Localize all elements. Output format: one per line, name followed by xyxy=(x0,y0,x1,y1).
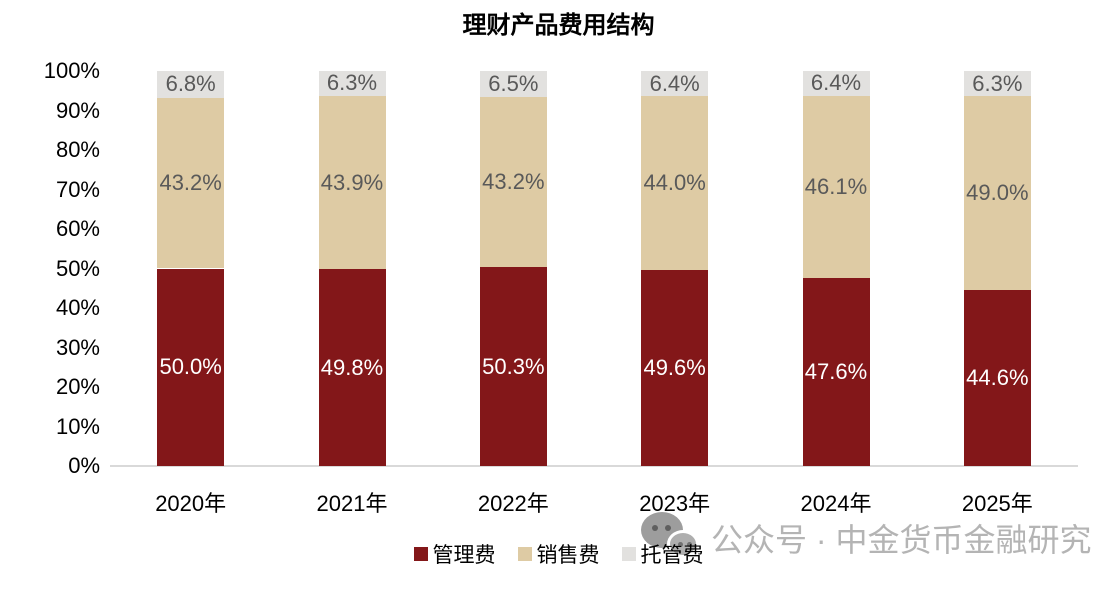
legend-label: 管理费 xyxy=(432,544,496,567)
segment-label: 6.3% xyxy=(326,70,378,96)
segment-label: 49.8% xyxy=(320,354,384,380)
y-tick-label: 90% xyxy=(55,97,100,123)
segment-label: 50.3% xyxy=(482,353,545,379)
bar-segment-custody-fee xyxy=(641,71,709,97)
y-tick-label: 10% xyxy=(55,413,100,439)
bar-segment-sales-fee xyxy=(802,95,870,278)
segment-label: 47.6% xyxy=(804,358,868,384)
segment-label: 43.2% xyxy=(159,170,222,196)
y-tick-label: 100% xyxy=(43,58,100,83)
bar-segment-sales-fee xyxy=(963,96,1031,290)
bar-segment-management-fee xyxy=(963,289,1031,466)
legend: 管理费 销售费 托管费 xyxy=(0,539,1117,569)
bar-segment-sales-fee xyxy=(641,96,709,271)
x-axis-label: 2023年 xyxy=(639,491,711,516)
segment-label: 44.6% xyxy=(966,364,1029,390)
y-tick-label: 50% xyxy=(55,255,100,281)
x-axis-label: 2021年 xyxy=(316,491,388,516)
x-axis-label: 2020年 xyxy=(155,491,227,516)
legend-swatch xyxy=(621,547,636,561)
legend-label: 托管费 xyxy=(640,544,704,567)
segment-label: 46.1% xyxy=(804,173,868,199)
bar-segment-sales-fee xyxy=(157,97,225,269)
legend-item-sales-fee: 销售费 xyxy=(517,539,600,569)
legend-swatch xyxy=(413,547,428,561)
segment-label: 43.2% xyxy=(482,168,545,194)
wechat-icon xyxy=(641,512,701,568)
bar-segment-custody-fee xyxy=(318,71,386,96)
segment-label: 6.4% xyxy=(810,70,862,96)
x-axis-label: 2025年 xyxy=(961,491,1033,516)
y-tick-label: 70% xyxy=(55,176,100,202)
bar-segment-management-fee xyxy=(157,268,225,466)
segment-label: 6.5% xyxy=(488,70,539,96)
x-axis-baseline xyxy=(110,465,1078,467)
segment-label: 49.0% xyxy=(966,180,1029,206)
y-tick-label: 80% xyxy=(55,137,100,162)
y-tick-label: 0% xyxy=(68,453,100,478)
segment-label: 6.3% xyxy=(972,70,1023,96)
segment-label: 49.6% xyxy=(643,355,706,381)
segment-label: 44.0% xyxy=(643,170,706,196)
segment-label: 43.9% xyxy=(320,169,384,195)
segment-label: 50.0% xyxy=(159,354,222,380)
bar-segment-management-fee xyxy=(802,277,870,466)
y-tick-label: 30% xyxy=(55,334,100,360)
x-axis-label: 2024年 xyxy=(800,491,872,516)
chart-title: 理财产品费用结构 xyxy=(462,12,655,39)
bar-segment-management-fee xyxy=(641,270,709,466)
segment-label: 6.4% xyxy=(649,70,700,96)
watermark-text: 公众号 · 中金货币金融研究 xyxy=(711,522,1092,558)
bar-segment-custody-fee xyxy=(479,71,547,97)
bar-segment-management-fee xyxy=(479,267,547,466)
legend-label: 销售费 xyxy=(536,544,600,567)
wechat-bubble-small xyxy=(667,530,699,558)
bar-segment-sales-fee xyxy=(479,96,547,268)
y-tick-label: 20% xyxy=(55,374,100,399)
legend-swatch xyxy=(517,547,532,561)
bar-segment-sales-fee xyxy=(318,95,386,270)
bar-segment-custody-fee xyxy=(963,71,1031,97)
legend-item-custody-fee: 托管费 xyxy=(621,539,704,569)
segment-label: 6.8% xyxy=(165,71,216,97)
bar-segment-management-fee xyxy=(318,269,386,466)
watermark: 公众号 · 中金货币金融研究 xyxy=(641,512,1091,568)
y-tick-label: 60% xyxy=(55,216,100,241)
bar-segment-custody-fee xyxy=(802,71,870,96)
y-tick-label: 40% xyxy=(55,295,100,320)
legend-item-management-fee: 管理费 xyxy=(413,539,496,569)
x-axis-label: 2022年 xyxy=(477,491,549,516)
bar-segment-custody-fee xyxy=(157,71,225,98)
